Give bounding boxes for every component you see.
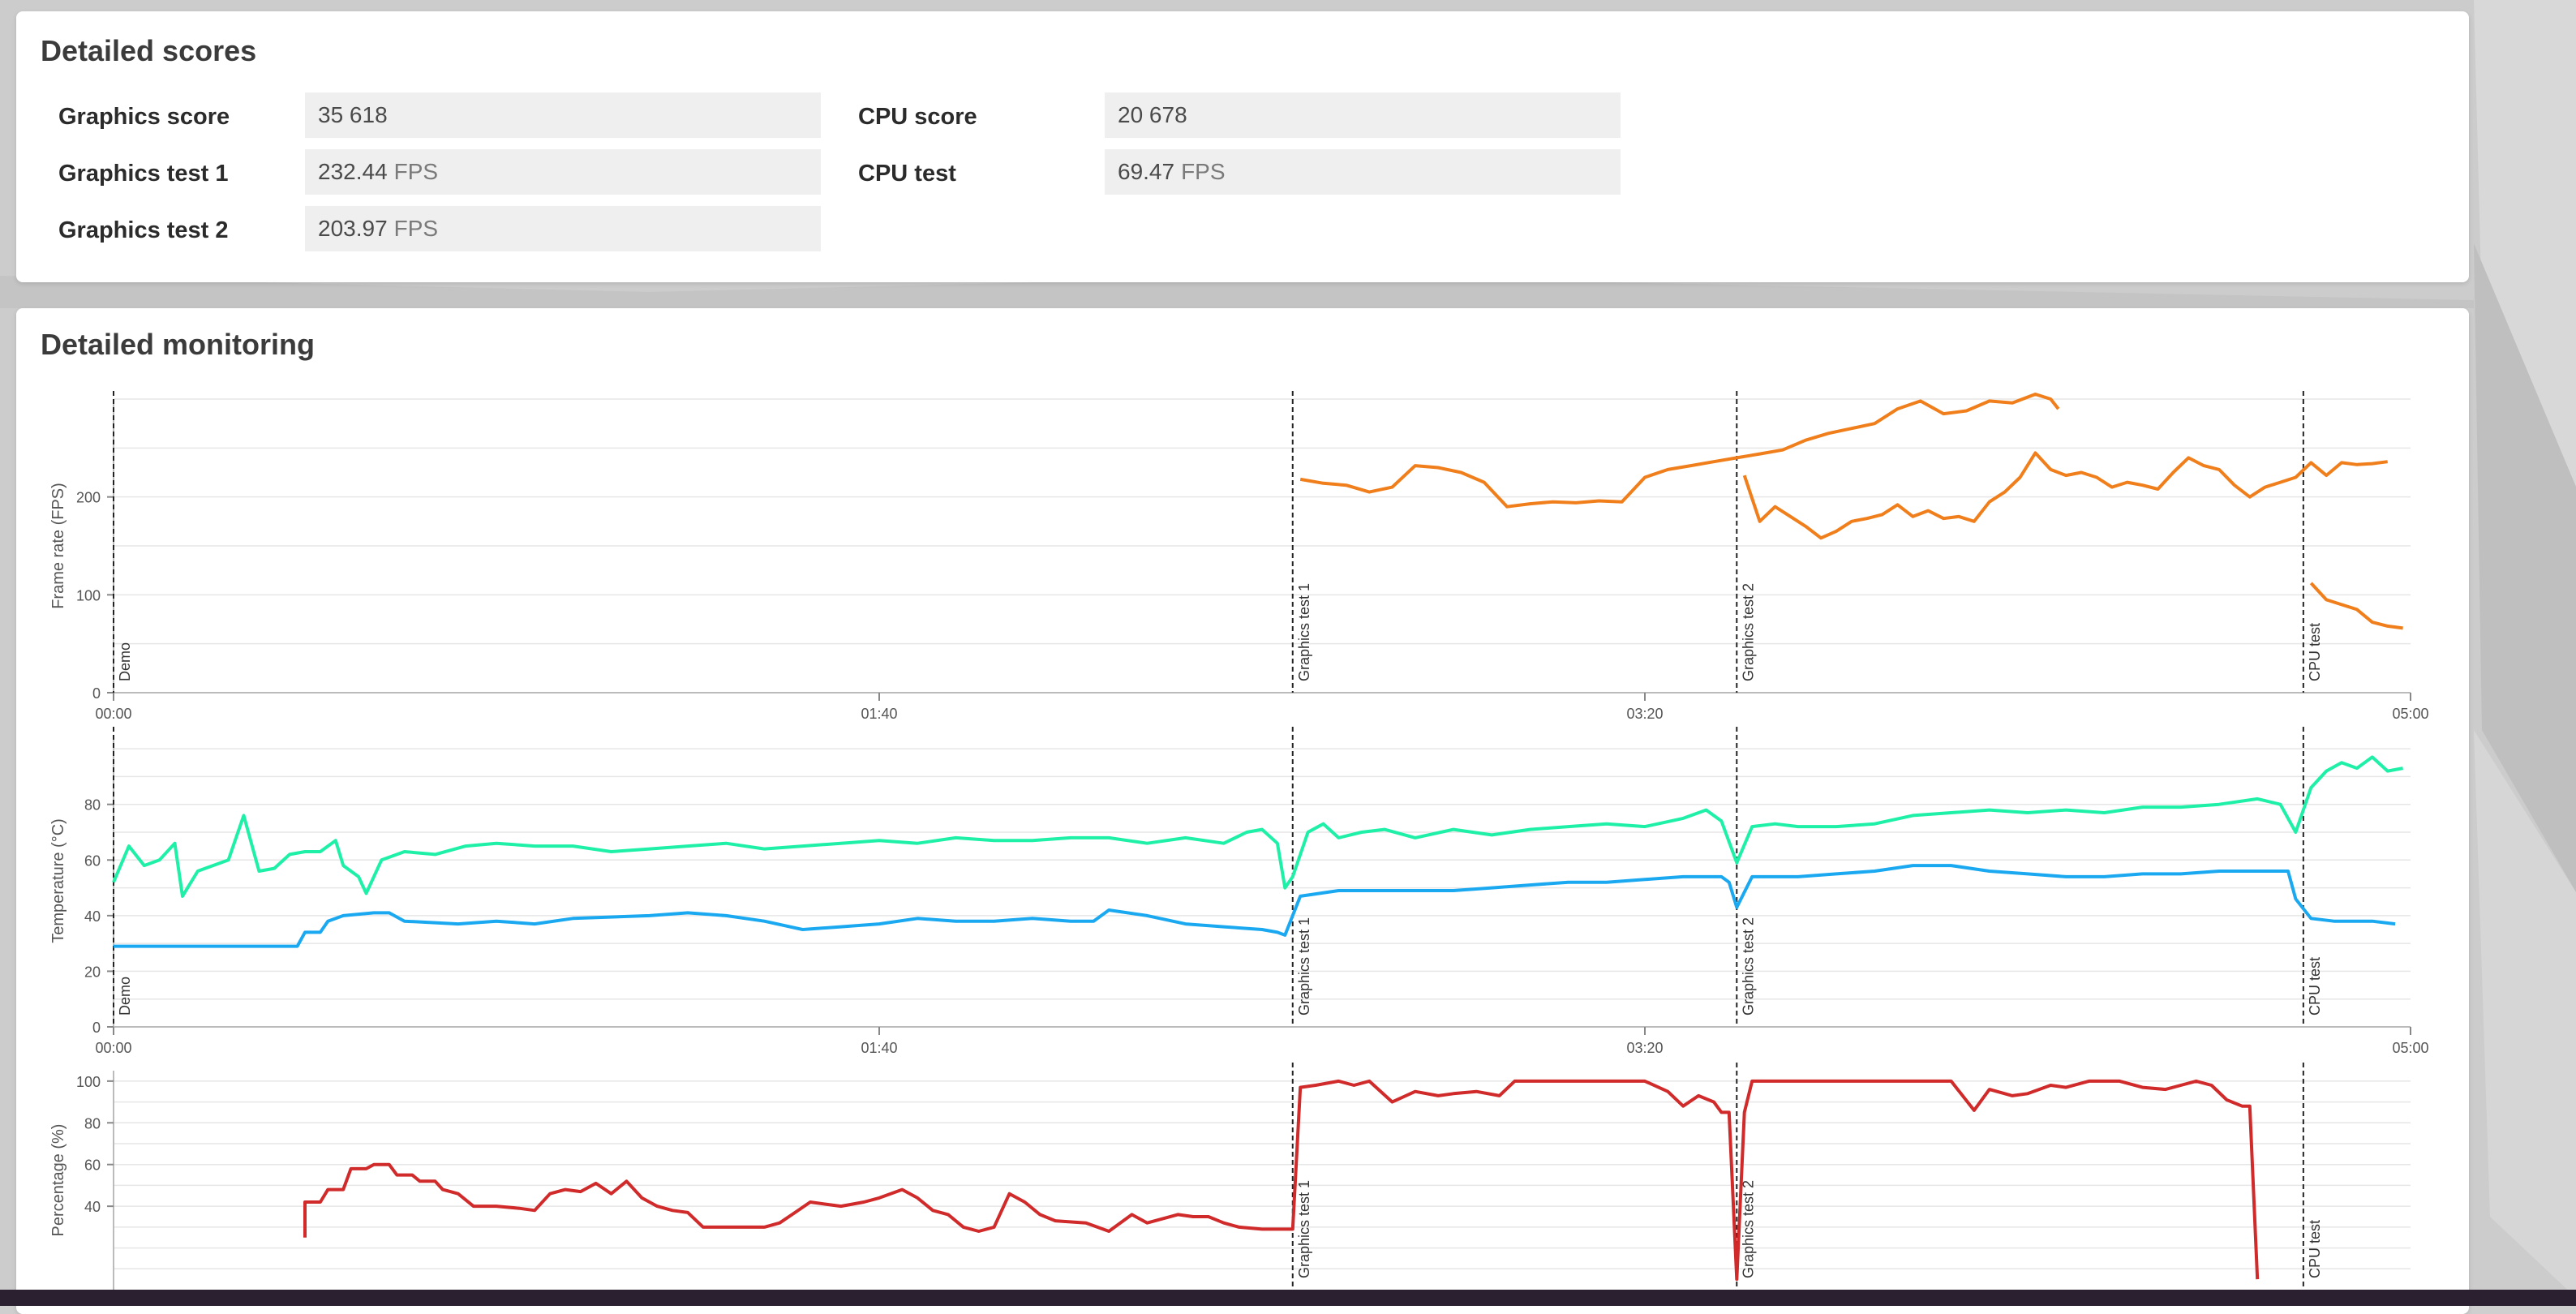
chart0-x-tick-label: 03:20 xyxy=(1626,706,1663,722)
chart1-y-tick-label: 0 xyxy=(92,1020,101,1036)
chart0-y-axis-label: Frame rate (FPS) xyxy=(49,483,67,609)
graphics-test-2-unit: FPS xyxy=(393,216,439,241)
graphics-test-1-unit: FPS xyxy=(393,159,439,184)
chart0-x-tick-label: 05:00 xyxy=(2392,706,2428,722)
cpu-test-value: 69.47 xyxy=(1118,159,1175,184)
graphics-score-value: 35 618 xyxy=(318,102,388,127)
graphics-score-label: Graphics score xyxy=(58,104,230,130)
marker-label: Demo xyxy=(117,977,133,1016)
chart1-y-axis-label: Temperature (°C) xyxy=(49,818,67,943)
marker-label: CPU test xyxy=(2307,957,2323,1016)
graphics-score-field: 35 618 xyxy=(305,92,821,138)
graphics-test-2-field: 203.97 FPS xyxy=(305,206,821,251)
chart0-series-0 xyxy=(1299,393,2060,509)
chart1-x-tick-label: 03:20 xyxy=(1626,1040,1663,1056)
cpu-score-field: 20 678 xyxy=(1105,92,1621,138)
taskbar xyxy=(0,1290,2576,1306)
graphics-test-1-field: 232.44 FPS xyxy=(305,149,821,195)
cpu-test-row: CPU test 69.47 FPS xyxy=(858,149,1637,195)
chart0-x-tick-label: 00:00 xyxy=(95,706,131,722)
marker-label: Graphics test 1 xyxy=(1296,583,1312,681)
graphics-test-2-label: Graphics test 2 xyxy=(58,217,229,243)
detailed-monitoring-card: Detailed monitoring 0 100 200 00:00 01:40 03:… xyxy=(16,308,2469,1314)
marker-label: Demo xyxy=(117,642,133,681)
chart2-y-axis-label: Percentage (%) xyxy=(49,1124,67,1237)
marker-label: CPU test xyxy=(2307,1220,2323,1278)
scores-title: Detailed scores xyxy=(41,34,257,67)
graphics-test-2-value: 203.97 xyxy=(318,216,388,241)
chart1-y-tick-label: 40 xyxy=(84,908,101,925)
marker-label: CPU test xyxy=(2307,623,2323,681)
graphics-test-1-row: Graphics test 1 232.44 FPS xyxy=(58,149,837,195)
chart0-y-tick-label: 0 xyxy=(92,685,101,702)
chart1-y-tick-label: 20 xyxy=(84,964,101,980)
chart2-y-tick-label: 60 xyxy=(84,1157,101,1174)
cpu-test-field: 69.47 FPS xyxy=(1105,149,1621,195)
graphics-test-2-row: Graphics test 2 203.97 FPS xyxy=(58,206,837,251)
chart2-y-tick-label: 40 xyxy=(84,1199,101,1215)
chart2-y-tick-label: 100 xyxy=(76,1074,101,1090)
marker-label: Graphics test 2 xyxy=(1740,917,1756,1016)
cpu-score-value: 20 678 xyxy=(1118,102,1187,127)
marker-label: Graphics test 2 xyxy=(1740,583,1756,681)
cpu-score-label: CPU score xyxy=(858,104,977,130)
chart1-x-tick-label: 00:00 xyxy=(95,1040,131,1056)
detailed-scores-card: Detailed scores Graphics score 35 618 Gr… xyxy=(16,11,2469,282)
chart0-y-tick-label: 100 xyxy=(76,587,101,603)
graphics-score-row: Graphics score 35 618 xyxy=(58,92,837,138)
cpu-test-unit: FPS xyxy=(1181,159,1226,184)
chart1-x-tick-label: 01:40 xyxy=(861,1040,897,1056)
chart2-y-tick-label: 80 xyxy=(84,1115,101,1132)
marker-label: Graphics test 1 xyxy=(1296,1180,1312,1278)
marker-label: Graphics test 2 xyxy=(1740,1180,1756,1278)
chart0-y-tick-label: 200 xyxy=(76,490,101,506)
chart0-series-2 xyxy=(2309,582,2403,630)
chart1-series-1 xyxy=(114,864,2396,948)
cpu-score-row: CPU score 20 678 xyxy=(858,92,1637,138)
chart2-series-0 xyxy=(303,1079,2260,1282)
monitoring-title: Detailed monitoring xyxy=(41,328,316,361)
chart0-series-1 xyxy=(1742,451,2388,540)
graphics-test-1-label: Graphics test 1 xyxy=(58,161,229,187)
cpu-test-label: CPU test xyxy=(858,161,956,187)
chart1-y-tick-label: 80 xyxy=(84,797,101,814)
chart1-y-tick-label: 60 xyxy=(84,852,101,869)
chart1-x-tick-label: 05:00 xyxy=(2392,1040,2428,1056)
marker-label: Graphics test 1 xyxy=(1296,917,1312,1016)
chart1-series-0 xyxy=(112,755,2403,898)
graphics-test-1-value: 232.44 xyxy=(318,159,388,184)
chart0-x-tick-label: 01:40 xyxy=(861,706,897,722)
